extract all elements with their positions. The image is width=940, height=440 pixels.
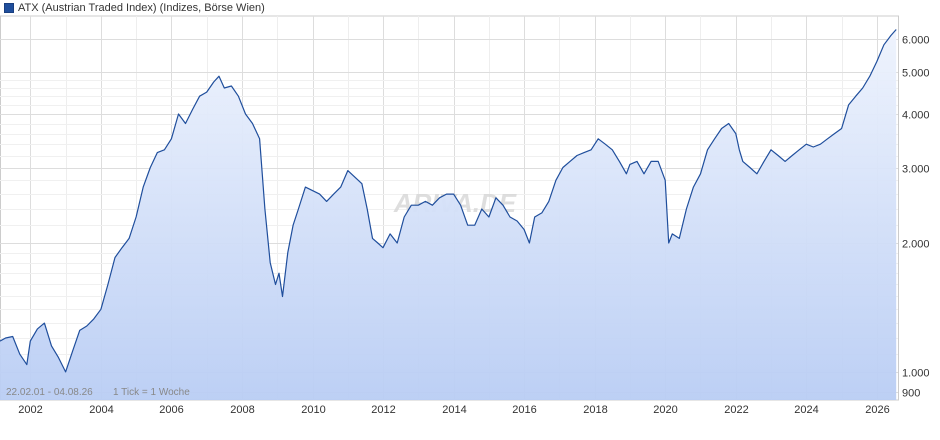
y-tick-label: 6.000 [902, 35, 930, 47]
x-tick-label: 2018 [583, 404, 607, 416]
x-tick-label: 2020 [653, 404, 677, 416]
y-tick-label: 900 [902, 388, 920, 400]
tick-note: 1 Tick = 1 Woche [113, 387, 190, 398]
x-tick-label: 2024 [794, 404, 818, 416]
legend-label: ATX (Austrian Traded Index) (Indizes, Bö… [18, 2, 265, 14]
x-tick-label: 2016 [512, 404, 536, 416]
legend: ATX (Austrian Traded Index) (Indizes, Bö… [4, 2, 265, 14]
legend-swatch [4, 3, 14, 13]
series-area [0, 29, 897, 400]
y-tick-label: 1.000 [902, 368, 930, 380]
y-tick-label: 5.000 [902, 68, 930, 80]
x-tick-label: 2006 [159, 404, 183, 416]
range-note: 22.02.01 - 04.08.26 [6, 387, 93, 398]
y-tick-label: 3.000 [902, 164, 930, 176]
x-tick-label: 2022 [724, 404, 748, 416]
x-tick-label: 2010 [301, 404, 325, 416]
y-tick-label: 4.000 [902, 110, 930, 122]
series-line [0, 29, 897, 373]
x-tick-label: 2012 [371, 404, 395, 416]
y-tick-label: 2.000 [902, 239, 930, 251]
x-tick-label: 2002 [18, 404, 42, 416]
x-tick-label: 2008 [230, 404, 254, 416]
x-tick-label: 2004 [89, 404, 113, 416]
x-tick-label: 2026 [865, 404, 889, 416]
x-tick-label: 2014 [442, 404, 466, 416]
